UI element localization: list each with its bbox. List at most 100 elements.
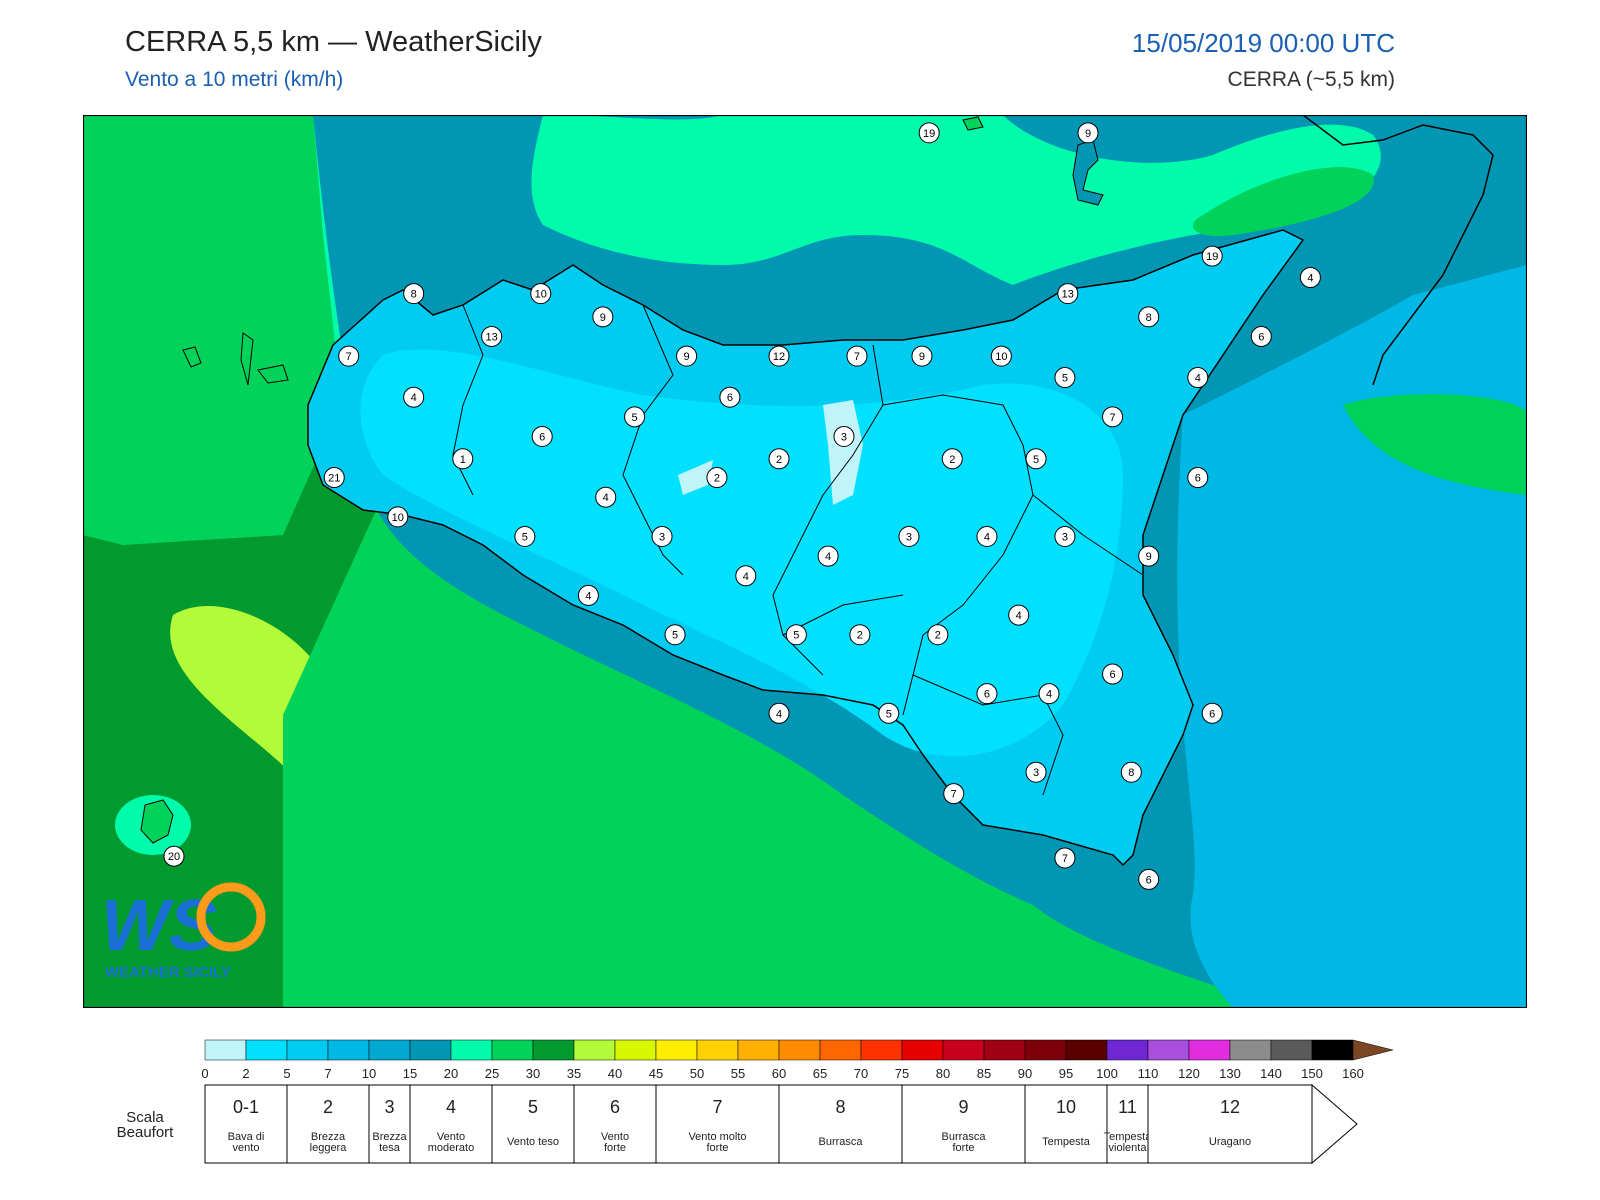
colorbar-tick-label: 130	[1219, 1066, 1241, 1081]
station-circle	[1187, 367, 1209, 389]
station-value: 5	[793, 630, 799, 642]
station-value: 10	[535, 289, 547, 301]
station-circle	[846, 345, 868, 367]
beaufort-arrow	[1311, 1083, 1358, 1165]
station-value: 6	[1258, 331, 1264, 343]
wind-zone-ionian-green	[1343, 394, 1527, 495]
colorbar-tick-label: 15	[403, 1066, 417, 1081]
colorbar-ticks: 0 2 5 7 10 15 20 25 30 35 40 45 50 55 60 65 70 75 80 85 90 95…	[201, 1066, 1363, 1081]
station-circle	[990, 345, 1012, 367]
station-marker: 5	[878, 702, 900, 724]
station-marker: 2	[706, 467, 728, 489]
province-border	[882, 394, 1034, 716]
station-marker: 4	[1008, 604, 1030, 626]
colorbar-tick-label: 110	[1138, 1066, 1159, 1081]
station-value: 2	[714, 473, 720, 485]
station-marker: 7	[846, 345, 868, 367]
station-marker: 3	[1025, 761, 1047, 783]
station-marker: 13	[481, 325, 503, 347]
station-marker: 6	[1187, 467, 1209, 489]
station-value: 9	[684, 351, 690, 363]
beaufort-description: Burrasca	[941, 1131, 986, 1143]
station-circle	[338, 345, 360, 367]
colorbar-segment	[409, 1039, 452, 1061]
colorbar-tick-label: 95	[1059, 1066, 1073, 1081]
colorbar-tick-label: 35	[567, 1066, 581, 1081]
colorbar-segment	[942, 1039, 985, 1061]
sicily-coastline	[307, 229, 1305, 867]
beaufort-force: 4	[446, 1097, 456, 1117]
colorbar-segment	[327, 1039, 370, 1061]
beaufort-force: 2	[323, 1097, 333, 1117]
beaufort-description: violenta	[1109, 1142, 1148, 1154]
station-value: 6	[727, 392, 733, 404]
station-value: 7	[1110, 412, 1116, 424]
station-marker: 4	[403, 386, 425, 408]
station-marker: 3	[651, 525, 673, 547]
station-value: 6	[1146, 874, 1152, 886]
station-value: 6	[1110, 669, 1116, 681]
colorbar-segment	[983, 1039, 1026, 1061]
wind-zone-south-belt	[283, 495, 1527, 1008]
station-value: 4	[1046, 689, 1052, 701]
station-circle	[651, 525, 673, 547]
colorbar-tick-label: 0	[201, 1066, 208, 1081]
colorbar-tick-label: 80	[936, 1066, 950, 1081]
beaufort-description: Uragano	[1209, 1136, 1251, 1148]
station-marker: 3	[898, 525, 920, 547]
station-circle	[1138, 306, 1160, 328]
beaufort-description: leggera	[310, 1142, 348, 1154]
island-egadi	[182, 346, 202, 368]
station-value: 8	[1128, 767, 1134, 779]
station-value: 6	[539, 431, 545, 443]
colorbar-segment	[1229, 1039, 1272, 1061]
beaufort-description: moderato	[428, 1142, 474, 1154]
island-egadi	[257, 364, 289, 384]
station-value: 5	[1062, 373, 1068, 385]
colorbar-segment	[368, 1039, 411, 1061]
station-marker: 1	[452, 448, 474, 470]
station-value: 4	[743, 571, 749, 583]
beaufort-description: forte	[706, 1142, 728, 1154]
station-circle	[833, 425, 855, 447]
station-marker: 9	[1138, 545, 1160, 567]
station-value: 7	[854, 351, 860, 363]
station-circle	[624, 406, 646, 428]
station-value: 9	[600, 312, 606, 324]
station-value: 6	[1209, 708, 1215, 720]
beaufort-force: 3	[384, 1097, 394, 1117]
colorbar-tick-label: 55	[731, 1066, 745, 1081]
colorbar-tick-label: 30	[526, 1066, 540, 1081]
station-value: 6	[984, 689, 990, 701]
station-value: 5	[1033, 454, 1039, 466]
station-value: 7	[1062, 853, 1068, 865]
station-value: 3	[1033, 767, 1039, 779]
colorbar-tick-label: 60	[772, 1066, 786, 1081]
station-marker: 4	[817, 545, 839, 567]
station-marker: 4	[1038, 683, 1060, 705]
station-circle	[898, 525, 920, 547]
colorbar-tick-label: 40	[608, 1066, 622, 1081]
colorbar-tick-label: 25	[485, 1066, 499, 1081]
station-marker: 6	[976, 683, 998, 705]
colorbar-segment	[491, 1039, 534, 1061]
station-circle	[927, 624, 949, 646]
colorbar-segment	[901, 1039, 944, 1061]
station-value: 3	[1062, 531, 1068, 543]
beaufort-class: 12 Uragano	[1147, 1084, 1313, 1164]
station-marker: 4	[595, 486, 617, 508]
station-circle	[1038, 683, 1060, 705]
station-marker: 4	[976, 525, 998, 547]
station-circle	[1138, 868, 1160, 890]
station-circle	[1025, 761, 1047, 783]
station-circle	[941, 448, 963, 470]
beaufort-description: Vento molto	[688, 1131, 746, 1143]
beaufort-description: tesa	[379, 1142, 401, 1154]
beaufort-box	[1024, 1084, 1108, 1164]
valid-datetime: 15/05/2019 00:00 UTC	[1131, 28, 1395, 58]
beaufort-force: 5	[528, 1097, 538, 1117]
